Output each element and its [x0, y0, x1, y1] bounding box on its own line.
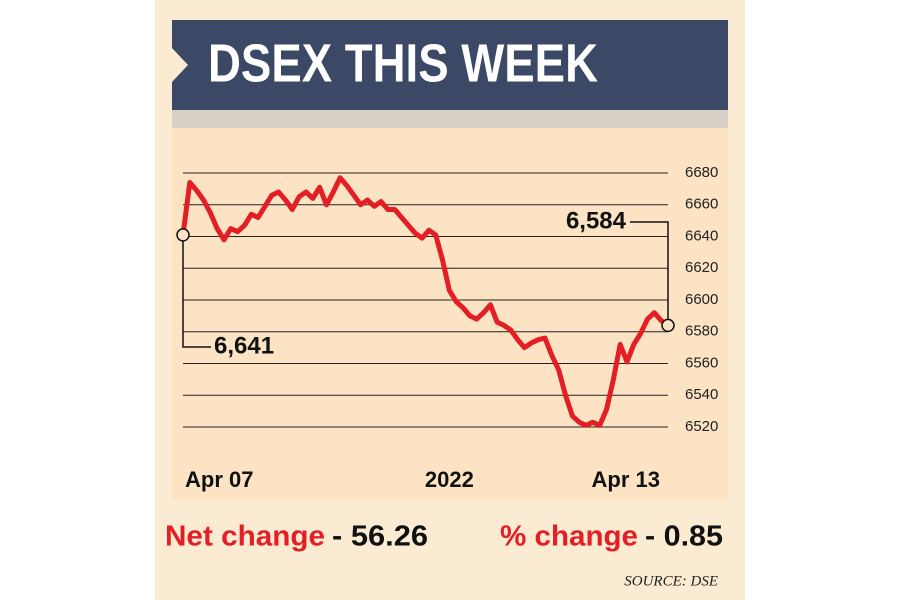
y-tick-label: 6520 — [685, 418, 718, 435]
chart-title: DSEX THIS WEEK — [208, 33, 598, 93]
plot-panel — [172, 128, 728, 500]
y-tick-label: 6540 — [685, 386, 718, 403]
header-notch — [172, 48, 188, 82]
source: SOURCE: DSE — [624, 573, 718, 589]
end-point — [661, 318, 675, 333]
y-tick-label: 6560 — [685, 354, 718, 371]
net-change-value: - 56.26 — [332, 521, 428, 553]
pct-change-label: % change — [500, 521, 638, 553]
end-connector — [630, 221, 669, 326]
y-tick-label: 6660 — [685, 196, 718, 213]
x-tick-label: Apr 07 — [185, 467, 253, 492]
start-connector — [182, 234, 211, 348]
y-tick-label: 6640 — [685, 227, 718, 244]
net-change-label: Net change — [165, 521, 325, 553]
price-line — [180, 175, 671, 428]
end-label: 6,584 — [566, 207, 627, 234]
y-tick-label: 6600 — [685, 291, 718, 308]
header-band — [172, 20, 728, 110]
pct-change-value: - 0.85 — [645, 521, 723, 553]
y-tick-label: 6680 — [685, 164, 718, 181]
y-tick-label: 6580 — [685, 323, 718, 340]
start-label: 6,641 — [214, 332, 274, 359]
start-point — [176, 228, 190, 242]
x-tick-label: 2022 — [425, 467, 474, 492]
x-tick-label: Apr 13 — [592, 467, 660, 492]
header-shadow — [172, 110, 728, 128]
y-tick-label: 6620 — [685, 259, 718, 276]
